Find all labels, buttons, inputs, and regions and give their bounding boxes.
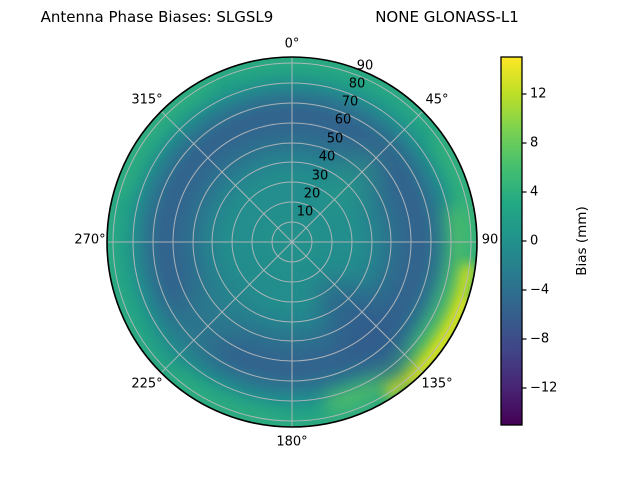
colorbar-label-m4: −4 bbox=[530, 283, 549, 298]
radial-label-40: 40 bbox=[319, 150, 336, 165]
yellow-hotspot-arc bbox=[382, 262, 476, 399]
polar-grid bbox=[107, 57, 477, 427]
green-rim-northwest bbox=[116, 80, 212, 195]
colorbar-axis-label: Bias (mm) bbox=[574, 206, 590, 275]
angular-label-315: 315° bbox=[131, 93, 162, 108]
colorbar-label-m12: −12 bbox=[530, 381, 557, 396]
radial-label-70: 70 bbox=[342, 95, 359, 110]
radial-label-10: 10 bbox=[297, 205, 314, 220]
angular-label-45: 45° bbox=[425, 93, 448, 108]
grid-spoke-135-315 bbox=[160, 110, 424, 374]
green-rim-north bbox=[232, 59, 367, 84]
radial-label-50: 50 bbox=[327, 132, 344, 147]
radial-label-90: 90 bbox=[357, 59, 374, 74]
angular-tick-labels: 0° 45° 90 135° 180° 225° 270° 315° bbox=[74, 37, 498, 450]
colorbar-label-4: 4 bbox=[530, 185, 538, 200]
yellow-hotspot-core bbox=[407, 297, 470, 386]
angular-label-135: 135° bbox=[421, 377, 452, 392]
angular-label-0: 0° bbox=[285, 37, 300, 52]
radial-label-80: 80 bbox=[349, 77, 366, 92]
colorbar-label-12: 12 bbox=[530, 87, 547, 102]
radial-label-20: 20 bbox=[304, 187, 321, 202]
light-patch-southwest bbox=[161, 272, 257, 362]
polar-outline bbox=[106, 56, 478, 428]
angular-label-270: 270° bbox=[74, 233, 105, 248]
angular-label-90: 90 bbox=[482, 233, 499, 248]
dark-patch-southeast bbox=[319, 279, 407, 381]
chart-title-left: Antenna Phase Biases: SLGSL9 bbox=[41, 8, 274, 26]
chart-title: Antenna Phase Biases: SLGSL9 NONE GLONAS… bbox=[41, 8, 519, 26]
colorbar-label-8: 8 bbox=[530, 136, 538, 151]
green-band-lower-right bbox=[324, 205, 467, 414]
colorbar-gradient bbox=[500, 56, 523, 426]
colorbar: 12 8 4 0 −4 −8 −12 Bias (mm) bbox=[500, 56, 590, 426]
colorbar-tick-marks bbox=[522, 93, 527, 389]
angular-label-180: 180° bbox=[276, 435, 307, 450]
radial-label-30: 30 bbox=[312, 169, 329, 184]
colorbar-label-0: 0 bbox=[530, 234, 538, 249]
chart-title-right: NONE GLONASS-L1 bbox=[375, 8, 519, 26]
green-rim-east bbox=[432, 137, 475, 258]
green-rim-southwest bbox=[171, 367, 281, 423]
radial-label-60: 60 bbox=[335, 113, 352, 128]
colorbar-tick-labels: 12 8 4 0 −4 −8 −12 bbox=[530, 87, 557, 396]
colorbar-label-m8: −8 bbox=[530, 332, 549, 347]
angular-label-225: 225° bbox=[131, 377, 162, 392]
radial-tick-labels: 10 20 30 40 50 60 70 80 90 bbox=[297, 59, 374, 220]
